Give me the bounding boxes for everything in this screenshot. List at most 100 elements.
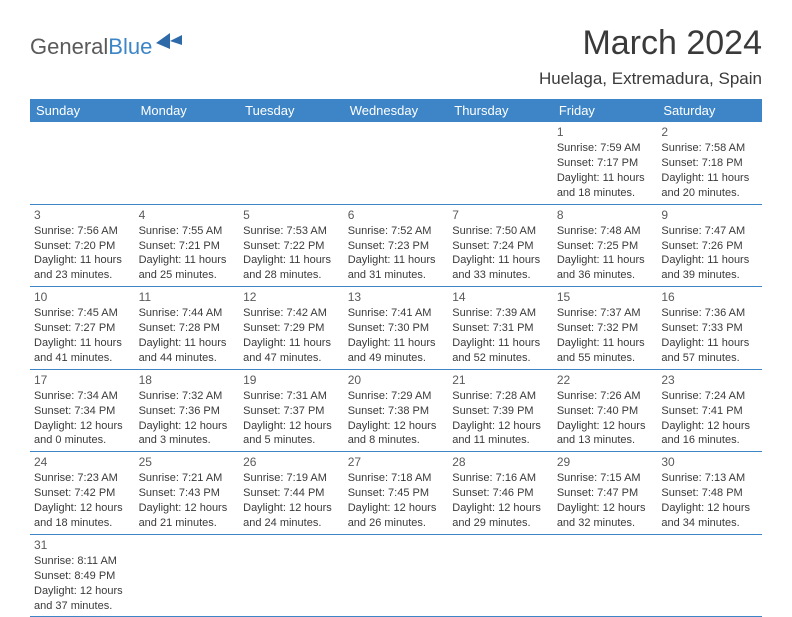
calendar-cell: 17Sunrise: 7:34 AMSunset: 7:34 PMDayligh… — [30, 369, 135, 452]
calendar-cell-empty — [448, 122, 553, 204]
sunset-text: Sunset: 7:33 PM — [661, 321, 758, 336]
calendar-row: 10Sunrise: 7:45 AMSunset: 7:27 PMDayligh… — [30, 287, 762, 370]
sunset-text: Sunset: 7:40 PM — [557, 404, 654, 419]
calendar-cell: 10Sunrise: 7:45 AMSunset: 7:27 PMDayligh… — [30, 287, 135, 370]
daylight-text: Daylight: 12 hours and 21 minutes. — [139, 501, 236, 531]
calendar-row: 3Sunrise: 7:56 AMSunset: 7:20 PMDaylight… — [30, 204, 762, 287]
weekday-header: Saturday — [657, 99, 762, 122]
sunset-text: Sunset: 7:31 PM — [452, 321, 549, 336]
calendar-cell-empty — [553, 534, 658, 617]
sunset-text: Sunset: 7:30 PM — [348, 321, 445, 336]
sunrise-text: Sunrise: 8:11 AM — [34, 554, 131, 569]
calendar-cell: 19Sunrise: 7:31 AMSunset: 7:37 PMDayligh… — [239, 369, 344, 452]
daylight-text: Daylight: 11 hours and 49 minutes. — [348, 336, 445, 366]
day-number: 3 — [34, 207, 131, 223]
sunset-text: Sunset: 7:18 PM — [661, 156, 758, 171]
daylight-text: Daylight: 11 hours and 36 minutes. — [557, 253, 654, 283]
calendar-cell-empty — [344, 122, 449, 204]
daylight-text: Daylight: 11 hours and 31 minutes. — [348, 253, 445, 283]
sunrise-text: Sunrise: 7:58 AM — [661, 141, 758, 156]
sunset-text: Sunset: 7:41 PM — [661, 404, 758, 419]
daylight-text: Daylight: 12 hours and 32 minutes. — [557, 501, 654, 531]
daylight-text: Daylight: 12 hours and 37 minutes. — [34, 584, 131, 614]
daylight-text: Daylight: 11 hours and 33 minutes. — [452, 253, 549, 283]
daylight-text: Daylight: 11 hours and 18 minutes. — [557, 171, 654, 201]
calendar-cell-empty — [30, 122, 135, 204]
sunrise-text: Sunrise: 7:37 AM — [557, 306, 654, 321]
sunrise-text: Sunrise: 7:59 AM — [557, 141, 654, 156]
calendar-cell-empty — [344, 534, 449, 617]
day-number: 31 — [34, 537, 131, 553]
calendar-cell: 14Sunrise: 7:39 AMSunset: 7:31 PMDayligh… — [448, 287, 553, 370]
calendar-cell: 25Sunrise: 7:21 AMSunset: 7:43 PMDayligh… — [135, 452, 240, 535]
daylight-text: Daylight: 11 hours and 57 minutes. — [661, 336, 758, 366]
daylight-text: Daylight: 12 hours and 8 minutes. — [348, 419, 445, 449]
sunset-text: Sunset: 7:47 PM — [557, 486, 654, 501]
sunset-text: Sunset: 7:43 PM — [139, 486, 236, 501]
sunrise-text: Sunrise: 7:31 AM — [243, 389, 340, 404]
sunrise-text: Sunrise: 7:13 AM — [661, 471, 758, 486]
day-number: 23 — [661, 372, 758, 388]
calendar-cell-empty — [657, 534, 762, 617]
calendar-cell: 30Sunrise: 7:13 AMSunset: 7:48 PMDayligh… — [657, 452, 762, 535]
day-number: 16 — [661, 289, 758, 305]
daylight-text: Daylight: 11 hours and 28 minutes. — [243, 253, 340, 283]
sunset-text: Sunset: 7:25 PM — [557, 239, 654, 254]
location-subtitle: Huelaga, Extremadura, Spain — [539, 69, 762, 89]
calendar-table: Sunday Monday Tuesday Wednesday Thursday… — [30, 99, 762, 617]
sunset-text: Sunset: 7:27 PM — [34, 321, 131, 336]
sunrise-text: Sunrise: 7:52 AM — [348, 224, 445, 239]
sunset-text: Sunset: 7:29 PM — [243, 321, 340, 336]
sunrise-text: Sunrise: 7:19 AM — [243, 471, 340, 486]
page-title: March 2024 — [539, 24, 762, 63]
sunrise-text: Sunrise: 7:47 AM — [661, 224, 758, 239]
weekday-header: Monday — [135, 99, 240, 122]
calendar-cell: 27Sunrise: 7:18 AMSunset: 7:45 PMDayligh… — [344, 452, 449, 535]
weekday-header: Sunday — [30, 99, 135, 122]
sunset-text: Sunset: 7:45 PM — [348, 486, 445, 501]
sunrise-text: Sunrise: 7:21 AM — [139, 471, 236, 486]
day-number: 2 — [661, 124, 758, 140]
sunrise-text: Sunrise: 7:55 AM — [139, 224, 236, 239]
sunrise-text: Sunrise: 7:32 AM — [139, 389, 236, 404]
daylight-text: Daylight: 12 hours and 16 minutes. — [661, 419, 758, 449]
brand-part2: Blue — [108, 34, 152, 60]
sunset-text: Sunset: 7:36 PM — [139, 404, 236, 419]
sunrise-text: Sunrise: 7:29 AM — [348, 389, 445, 404]
daylight-text: Daylight: 11 hours and 20 minutes. — [661, 171, 758, 201]
sunrise-text: Sunrise: 7:44 AM — [139, 306, 236, 321]
day-number: 4 — [139, 207, 236, 223]
daylight-text: Daylight: 12 hours and 13 minutes. — [557, 419, 654, 449]
sunset-text: Sunset: 7:37 PM — [243, 404, 340, 419]
day-number: 13 — [348, 289, 445, 305]
sunset-text: Sunset: 7:22 PM — [243, 239, 340, 254]
calendar-cell-empty — [135, 122, 240, 204]
sunrise-text: Sunrise: 7:36 AM — [661, 306, 758, 321]
sunrise-text: Sunrise: 7:23 AM — [34, 471, 131, 486]
calendar-row: 1Sunrise: 7:59 AMSunset: 7:17 PMDaylight… — [30, 122, 762, 204]
weekday-header-row: Sunday Monday Tuesday Wednesday Thursday… — [30, 99, 762, 122]
sunrise-text: Sunrise: 7:39 AM — [452, 306, 549, 321]
brand-part1: General — [30, 34, 108, 60]
daylight-text: Daylight: 11 hours and 23 minutes. — [34, 253, 131, 283]
sunset-text: Sunset: 7:48 PM — [661, 486, 758, 501]
sunset-text: Sunset: 7:38 PM — [348, 404, 445, 419]
sunset-text: Sunset: 7:21 PM — [139, 239, 236, 254]
calendar-cell: 1Sunrise: 7:59 AMSunset: 7:17 PMDaylight… — [553, 122, 658, 204]
calendar-cell: 20Sunrise: 7:29 AMSunset: 7:38 PMDayligh… — [344, 369, 449, 452]
sunrise-text: Sunrise: 7:26 AM — [557, 389, 654, 404]
day-number: 12 — [243, 289, 340, 305]
calendar-cell: 4Sunrise: 7:55 AMSunset: 7:21 PMDaylight… — [135, 204, 240, 287]
calendar-cell: 12Sunrise: 7:42 AMSunset: 7:29 PMDayligh… — [239, 287, 344, 370]
calendar-cell: 29Sunrise: 7:15 AMSunset: 7:47 PMDayligh… — [553, 452, 658, 535]
weekday-header: Tuesday — [239, 99, 344, 122]
day-number: 7 — [452, 207, 549, 223]
day-number: 14 — [452, 289, 549, 305]
brand-logo: GeneralBlue — [30, 34, 184, 60]
calendar-cell-empty — [448, 534, 553, 617]
day-number: 1 — [557, 124, 654, 140]
calendar-cell: 21Sunrise: 7:28 AMSunset: 7:39 PMDayligh… — [448, 369, 553, 452]
sunrise-text: Sunrise: 7:24 AM — [661, 389, 758, 404]
sunset-text: Sunset: 7:26 PM — [661, 239, 758, 254]
sunrise-text: Sunrise: 7:34 AM — [34, 389, 131, 404]
